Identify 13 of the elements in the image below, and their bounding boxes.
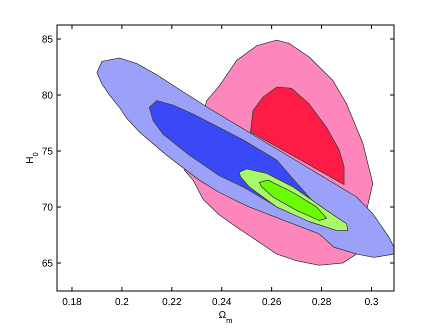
x-tick-label: 0.26 xyxy=(262,297,282,308)
y-tick-label: 70 xyxy=(42,202,54,214)
y-tick-label: 80 xyxy=(42,90,54,102)
x-tick-label: 0.18 xyxy=(62,297,82,308)
y-tick-label: 65 xyxy=(42,258,54,270)
x-tick-label: 0.2 xyxy=(114,297,130,308)
y-tick-label: 75 xyxy=(42,146,54,158)
x-tick-label: 0.22 xyxy=(162,297,182,308)
x-axis-title: Ω$_{m}$ xyxy=(218,310,232,324)
y-tick-label: 85 xyxy=(42,34,54,46)
x-tick-label: 0.28 xyxy=(312,297,332,308)
x-tick-label: 0.24 xyxy=(212,297,232,308)
x-tick-label: 0.3 xyxy=(364,297,379,308)
